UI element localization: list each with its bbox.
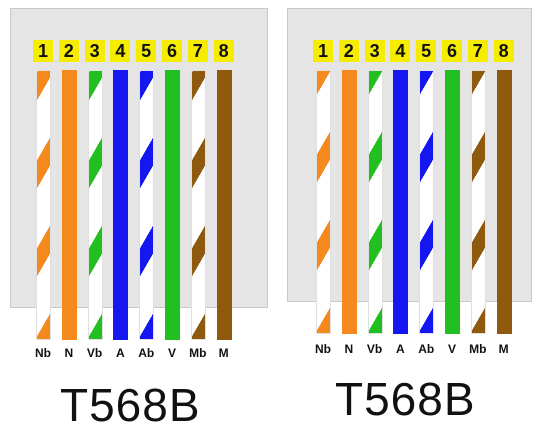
wire-label-1: Nb — [35, 346, 51, 360]
standard-title: T568B — [60, 379, 201, 431]
wire-8 — [496, 70, 512, 334]
wire-label-3: Vb — [86, 346, 103, 360]
wire-2 — [341, 70, 357, 334]
pin-number-1: 1 — [313, 40, 333, 62]
wire-1 — [36, 70, 51, 340]
standard-title: T568B — [335, 373, 476, 425]
wire-label-6: V — [447, 342, 456, 356]
wire-2 — [61, 70, 77, 340]
pin-number-7: 7 — [187, 40, 208, 62]
wire-label-6: V — [167, 346, 176, 360]
pin-number-1: 1 — [33, 40, 53, 62]
wire-label-7: Mb — [469, 342, 487, 356]
wire-label-2: N — [344, 342, 354, 356]
wire-label-7: Mb — [189, 346, 207, 360]
wire-label-2: N — [64, 346, 74, 360]
pin-number-2: 2 — [58, 40, 79, 62]
wire-label-1: Nb — [315, 342, 331, 356]
pin-number-3: 3 — [84, 40, 105, 62]
pin-number-7: 7 — [467, 40, 488, 62]
wire-label-8: M — [218, 346, 229, 360]
wire-3 — [87, 70, 103, 340]
wire-8 — [216, 70, 232, 340]
pin-number-2: 2 — [338, 40, 359, 62]
wire-4 — [393, 70, 409, 334]
wire-6 — [165, 70, 180, 340]
wire-label-4: A — [116, 346, 125, 360]
wire-label-3: Vb — [366, 342, 383, 356]
pin-number-5: 5 — [416, 40, 437, 62]
wire-label-5: Ab — [138, 346, 155, 360]
wire-4 — [113, 70, 129, 340]
pin-number-8: 8 — [493, 40, 514, 62]
wire-label-5: Ab — [418, 342, 435, 356]
wire-5 — [419, 70, 435, 334]
pin-number-8: 8 — [213, 40, 234, 62]
pin-number-6: 6 — [442, 40, 462, 62]
wire-7 — [190, 70, 206, 340]
pin-number-3: 3 — [364, 40, 385, 62]
pin-number-6: 6 — [162, 40, 182, 62]
wire-5 — [139, 70, 155, 340]
pin-number-5: 5 — [136, 40, 157, 62]
wire-7 — [470, 70, 486, 334]
wire-1 — [316, 70, 331, 334]
wire-6 — [445, 70, 460, 334]
wire-3 — [367, 70, 383, 334]
pin-number-4: 4 — [110, 40, 131, 62]
wire-label-4: A — [396, 342, 405, 356]
wire-label-8: M — [498, 342, 509, 356]
pin-number-4: 4 — [390, 40, 411, 62]
